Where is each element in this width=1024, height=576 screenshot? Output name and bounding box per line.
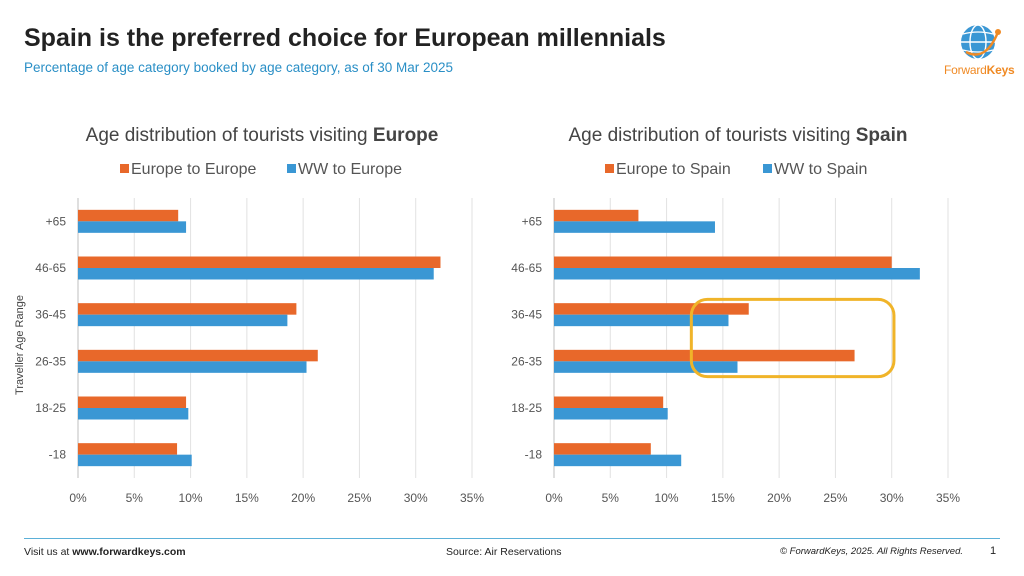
y-tick-label: 18-25	[35, 401, 66, 415]
legend-swatch	[763, 164, 772, 173]
bar	[554, 209, 639, 222]
x-tick-label: 30%	[404, 491, 428, 505]
chart-title-bold: Spain	[856, 125, 908, 146]
highlight-box	[689, 297, 896, 379]
chart-title-bold: Europe	[373, 125, 438, 146]
bar	[554, 443, 651, 455]
globe-icon	[961, 24, 1001, 60]
chart-title-prefix: Age distribution of tourists visiting	[569, 125, 856, 146]
bar	[78, 268, 434, 280]
y-tick-label: 26-35	[35, 354, 66, 368]
bar	[78, 361, 307, 373]
legend-label: Europe to Europe	[131, 161, 257, 178]
y-tick-label: 36-45	[35, 308, 66, 322]
legend-label: WW to Europe	[298, 161, 402, 178]
bar	[554, 256, 892, 268]
chart-europe: Age distribution of tourists visiting Eu…	[35, 125, 484, 505]
chart-spain: Age distribution of tourists visiting Sp…	[511, 125, 960, 505]
page-number: 1	[990, 545, 997, 557]
bar	[78, 314, 288, 327]
legend-swatch	[287, 164, 296, 173]
bar	[554, 361, 738, 373]
bar	[78, 349, 318, 362]
footer-divider	[24, 538, 1000, 539]
y-tick-label: 46-65	[511, 261, 542, 275]
y-tick-label: 18-25	[511, 401, 542, 415]
x-tick-label: 10%	[655, 491, 679, 505]
legend-label: Europe to Spain	[616, 161, 731, 178]
y-tick-label: 36-45	[511, 308, 542, 322]
bar	[78, 443, 178, 455]
x-tick-label: 35%	[460, 491, 484, 505]
x-tick-label: 30%	[880, 491, 904, 505]
chart-title: Age distribution of tourists visiting Eu…	[86, 125, 439, 146]
footer-source: Source: Air Reservations	[446, 546, 562, 558]
x-tick-label: 5%	[602, 491, 620, 505]
x-tick-label: 20%	[767, 491, 791, 505]
y-axis-label: Traveller Age Range	[14, 295, 26, 395]
x-tick-label: 5%	[126, 491, 144, 505]
legend-swatch	[120, 164, 129, 173]
y-tick-label: 26-35	[511, 354, 542, 368]
x-tick-label: 10%	[179, 491, 203, 505]
bar	[78, 408, 189, 420]
y-tick-label: 46-65	[35, 261, 66, 275]
chart-title: Age distribution of tourists visiting Sp…	[569, 125, 908, 146]
legend-swatch	[605, 164, 614, 173]
y-tick-label: +65	[46, 214, 67, 228]
page-subtitle: Percentage of age category booked by age…	[24, 60, 454, 75]
x-tick-label: 25%	[347, 491, 371, 505]
bar	[78, 454, 192, 467]
bar	[78, 221, 187, 233]
footer-visit: Visit us at www.forwardkeys.com	[24, 546, 186, 558]
forwardkeys-logo[interactable]	[946, 22, 1010, 82]
x-tick-label: 25%	[823, 491, 847, 505]
y-tick-label: +65	[522, 214, 543, 228]
x-tick-label: 20%	[291, 491, 315, 505]
legend-label: WW to Spain	[774, 161, 867, 178]
chart-title-prefix: Age distribution of tourists visiting	[86, 125, 373, 146]
x-tick-label: 35%	[936, 491, 960, 505]
bar	[78, 256, 441, 268]
x-tick-label: 15%	[235, 491, 259, 505]
x-tick-label: 0%	[69, 491, 87, 505]
x-tick-label: 15%	[711, 491, 735, 505]
y-tick-label: -18	[49, 448, 67, 462]
footer-copyright: © ForwardKeys, 2025. All Rights Reserved…	[780, 546, 964, 557]
bar	[554, 314, 729, 327]
bar	[554, 349, 855, 362]
bar	[554, 221, 715, 233]
bar	[78, 209, 179, 222]
x-tick-label: 0%	[545, 491, 563, 505]
logo-wordmark: ForwardKeys	[944, 63, 1015, 77]
bar	[554, 408, 668, 420]
bar	[78, 396, 187, 408]
bar	[554, 396, 664, 408]
y-tick-label: -18	[525, 448, 543, 462]
website-link[interactable]: www.forwardkeys.com	[72, 546, 186, 558]
bar	[554, 454, 682, 467]
bar	[554, 303, 749, 315]
page-title: Spain is the preferred choice for Europe…	[24, 24, 666, 52]
bar	[78, 303, 297, 315]
bar	[554, 268, 920, 280]
